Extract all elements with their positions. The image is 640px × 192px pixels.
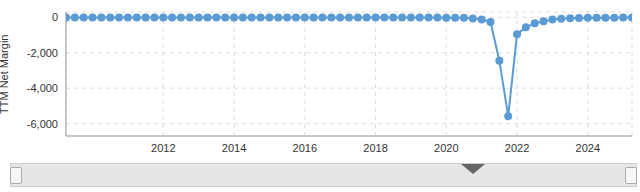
svg-text:2016: 2016 [293, 142, 317, 154]
svg-text:-6,000: -6,000 [27, 118, 58, 130]
svg-text:2012: 2012 [151, 142, 175, 154]
svg-text:2020: 2020 [434, 142, 458, 154]
svg-text:2022: 2022 [505, 142, 529, 154]
svg-text:TTM Net Margin: TTM Net Margin [8, 35, 10, 114]
svg-text:0: 0 [52, 11, 58, 23]
svg-text:2014: 2014 [222, 142, 246, 154]
svg-text:-4,000: -4,000 [27, 82, 58, 94]
svg-text:2024: 2024 [576, 142, 600, 154]
svg-text:-2,000: -2,000 [27, 47, 58, 59]
svg-text:2018: 2018 [363, 142, 387, 154]
